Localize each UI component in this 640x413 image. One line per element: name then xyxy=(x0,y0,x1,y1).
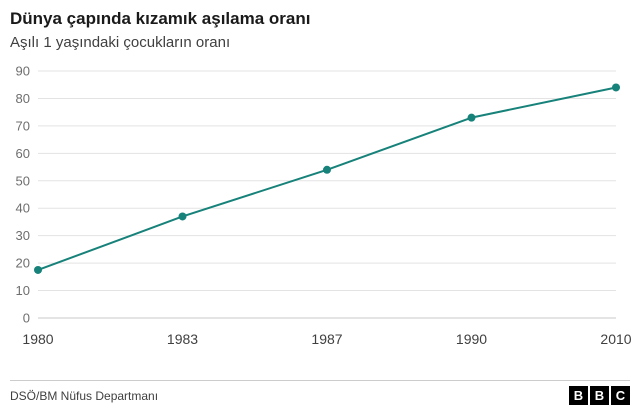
y-tick-label: 60 xyxy=(16,145,30,160)
data-point xyxy=(467,113,476,122)
y-tick-label: 30 xyxy=(16,228,30,243)
source-label: DSÖ/BM Nüfus Departmanı xyxy=(10,388,159,403)
y-tick-label: 90 xyxy=(16,63,30,78)
x-tick-label: 1983 xyxy=(167,331,198,347)
line-chart: 0 10 20 30 40 50 60 70 80 90 1980 1983 1987 1990 2010 xyxy=(16,63,632,347)
x-tick-label: 2010 xyxy=(600,331,631,347)
data-line xyxy=(37,86,617,271)
bbc-logo-block-b2: B xyxy=(590,386,609,405)
chart-header: Dünya çapında kızamık aşılama oranı Aşıl… xyxy=(0,0,640,53)
y-tick-label: 0 xyxy=(23,310,30,325)
x-tick-label: 1987 xyxy=(311,331,342,347)
y-tick-label: 80 xyxy=(16,91,30,106)
bbc-logo: B B C xyxy=(569,386,630,405)
footer-divider xyxy=(10,380,630,381)
chart-footer: DSÖ/BM Nüfus Departmanı B B C xyxy=(0,380,640,413)
y-tick-label: 20 xyxy=(16,255,30,270)
data-point xyxy=(34,265,42,274)
x-tick-label: 1980 xyxy=(22,331,53,347)
chart-title: Dünya çapında kızamık aşılama oranı xyxy=(10,9,311,28)
data-point xyxy=(178,212,187,221)
data-point xyxy=(323,165,331,174)
y-tick-label: 50 xyxy=(16,173,30,188)
bbc-logo-block-c: C xyxy=(611,386,630,405)
bbc-logo-block-b1: B xyxy=(569,386,588,405)
x-tick-label: 1990 xyxy=(456,331,487,347)
chart-subtitle: Aşılı 1 yaşındaki çocukların oranı xyxy=(10,34,231,52)
y-tick-label: 40 xyxy=(16,200,30,215)
y-tick-label: 70 xyxy=(16,118,30,133)
data-point xyxy=(612,83,620,92)
y-tick-label: 10 xyxy=(16,283,30,298)
